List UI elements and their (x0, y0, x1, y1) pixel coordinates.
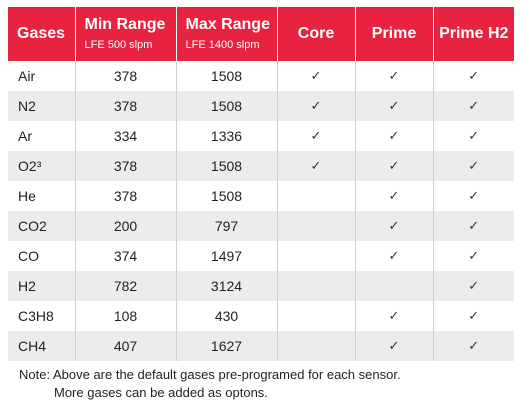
min-range-cell: 334 (75, 121, 177, 151)
core-check-icon: ✓ (277, 151, 356, 181)
core-check-icon: ✓ (277, 91, 356, 121)
table-row: N2 378 1508 ✓ ✓ ✓ (8, 91, 514, 121)
prime-h2-check-icon: ✓ (433, 91, 514, 121)
max-range-cell: 1508 (176, 61, 278, 91)
min-range-cell: 200 (75, 211, 177, 241)
header-core-label: Core (297, 25, 335, 42)
prime-h2-check-icon: ✓ (433, 151, 514, 181)
gas-cell: CO (8, 241, 76, 271)
max-range-cell: 1336 (176, 121, 278, 151)
header-min-range-sublabel: LFE 500 slpm (84, 39, 153, 51)
prime-check-icon: ✓ (355, 211, 434, 241)
gas-cell: CO2 (8, 211, 76, 241)
max-range-cell: 1627 (176, 331, 278, 361)
prime-h2-check-icon: ✓ (433, 271, 514, 301)
header-row: Gases Min Range LFE 500 slpm Max Range L… (8, 7, 514, 61)
prime-h2-check-icon: ✓ (433, 61, 514, 91)
gas-cell: H2 (8, 271, 76, 301)
prime-h2-check-icon: ✓ (433, 301, 514, 331)
core-check-icon (277, 241, 356, 271)
gas-cell: O2³ (8, 151, 76, 181)
prime-h2-check-icon: ✓ (433, 181, 514, 211)
table-header: Gases Min Range LFE 500 slpm Max Range L… (8, 7, 514, 61)
min-range-cell: 378 (75, 181, 177, 211)
header-prime-label: Prime (371, 25, 417, 42)
min-range-cell: 378 (75, 91, 177, 121)
header-prime-h2-label: Prime H2 (439, 25, 509, 42)
table-body: Air 378 1508 ✓ ✓ ✓ N2 378 1508 ✓ ✓ ✓ Ar … (8, 61, 514, 361)
header-max-range-sublabel: LFE 1400 slpm (185, 39, 260, 51)
gas-cell: Ar (8, 121, 76, 151)
prime-h2-check-icon: ✓ (433, 331, 514, 361)
prime-check-icon: ✓ (355, 91, 434, 121)
core-check-icon: ✓ (277, 61, 356, 91)
min-range-cell: 374 (75, 241, 177, 271)
header-min-range-label: Min Range (84, 16, 166, 33)
header-max-range: Max Range LFE 1400 slpm (176, 7, 278, 61)
core-check-icon (277, 181, 356, 211)
table-row: CO 374 1497 ✓ ✓ (8, 241, 514, 271)
max-range-cell: 797 (176, 211, 278, 241)
prime-h2-check-icon: ✓ (433, 211, 514, 241)
prime-h2-check-icon: ✓ (433, 241, 514, 271)
header-prime-h2: Prime H2 (433, 7, 514, 61)
max-range-cell: 1508 (176, 151, 278, 181)
prime-check-icon: ✓ (355, 331, 434, 361)
max-range-cell: 1508 (176, 181, 278, 211)
table-row: O2³ 378 1508 ✓ ✓ ✓ (8, 151, 514, 181)
min-range-cell: 108 (75, 301, 177, 331)
prime-check-icon: ✓ (355, 61, 434, 91)
gas-cell: CH4 (8, 331, 76, 361)
prime-check-icon: ✓ (355, 301, 434, 331)
core-check-icon (277, 301, 356, 331)
footnote-line-2: More gases can be added as optons. (54, 385, 268, 400)
max-range-cell: 1497 (176, 241, 278, 271)
table-row: Air 378 1508 ✓ ✓ ✓ (8, 61, 514, 91)
header-core: Core (277, 7, 356, 61)
table-row: CO2 200 797 ✓ ✓ (8, 211, 514, 241)
min-range-cell: 378 (75, 61, 177, 91)
gas-range-table: Gases Min Range LFE 500 slpm Max Range L… (8, 7, 514, 361)
core-check-icon (277, 211, 356, 241)
min-range-cell: 407 (75, 331, 177, 361)
header-max-range-label: Max Range (185, 16, 270, 33)
table-row: Ar 334 1336 ✓ ✓ ✓ (8, 121, 514, 151)
table-row: He 378 1508 ✓ ✓ (8, 181, 514, 211)
header-gases-label: Gases (17, 25, 66, 42)
table-row: H2 782 3124 ✓ (8, 271, 514, 301)
core-check-icon (277, 331, 356, 361)
core-check-icon: ✓ (277, 121, 356, 151)
table-row: CH4 407 1627 ✓ ✓ (8, 331, 514, 361)
prime-h2-check-icon: ✓ (433, 121, 514, 151)
gas-cell: Air (8, 61, 76, 91)
max-range-cell: 430 (176, 301, 278, 331)
prime-check-icon: ✓ (355, 121, 434, 151)
footnote: Note: Above are the default gases pre-pr… (19, 366, 401, 402)
gas-cell: N2 (8, 91, 76, 121)
prime-check-icon: ✓ (355, 181, 434, 211)
prime-check-icon: ✓ (355, 151, 434, 181)
table-row: C3H8 108 430 ✓ ✓ (8, 301, 514, 331)
gas-cell: C3H8 (8, 301, 76, 331)
core-check-icon (277, 271, 356, 301)
max-range-cell: 3124 (176, 271, 278, 301)
max-range-cell: 1508 (176, 91, 278, 121)
min-range-cell: 378 (75, 151, 177, 181)
prime-check-icon: ✓ (355, 241, 434, 271)
header-gases: Gases (8, 7, 76, 61)
min-range-cell: 782 (75, 271, 177, 301)
footnote-line-1: Note: Above are the default gases pre-pr… (19, 367, 401, 382)
gas-cell: He (8, 181, 76, 211)
prime-check-icon (355, 271, 434, 301)
header-min-range: Min Range LFE 500 slpm (75, 7, 177, 61)
header-prime: Prime (355, 7, 434, 61)
